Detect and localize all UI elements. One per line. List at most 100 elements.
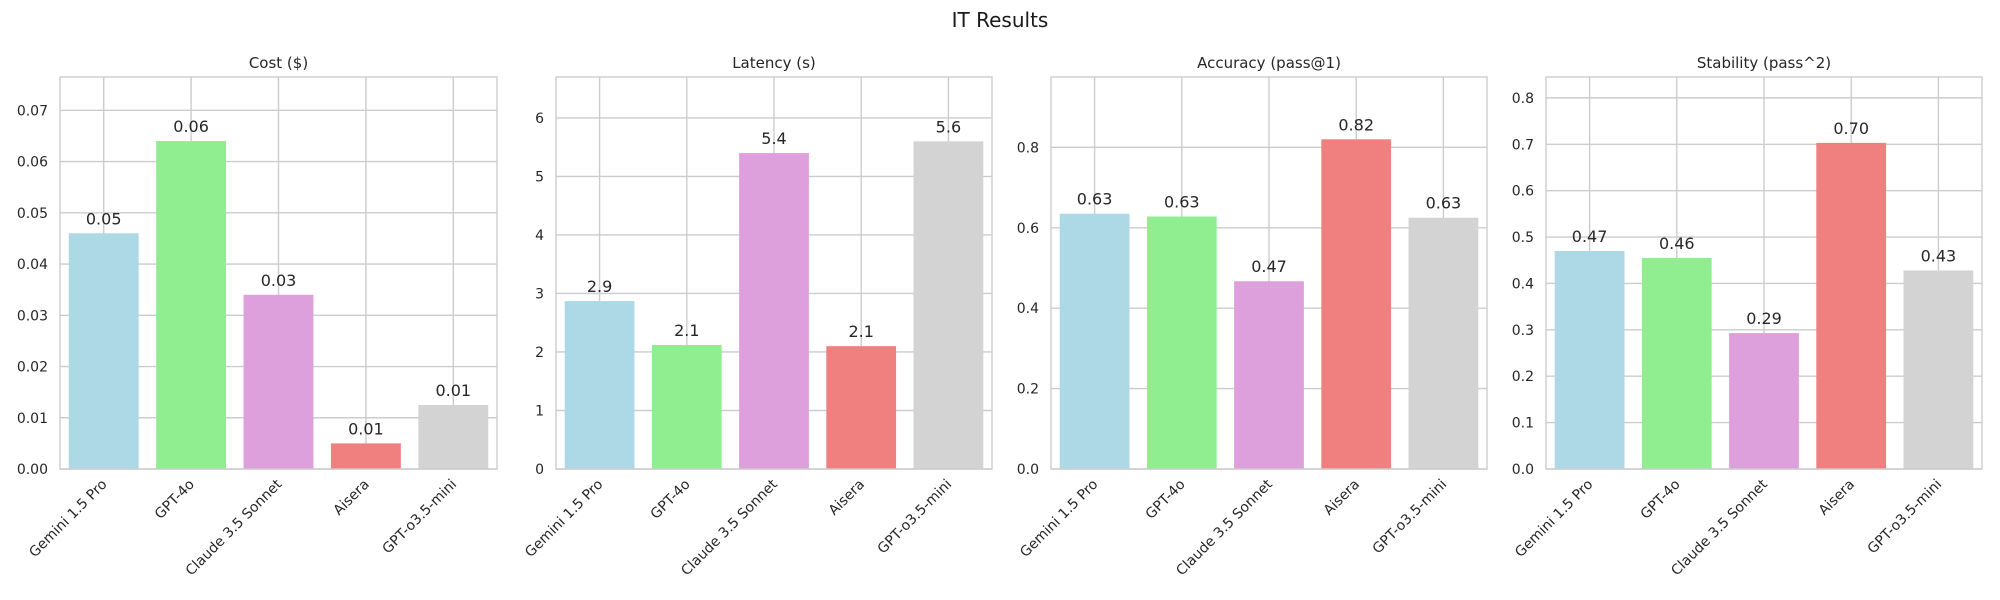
y-tick-label: 0.6 (1512, 184, 1534, 200)
bar-value-label: 0.63 (1077, 190, 1113, 209)
x-tick-label: GPT-o3.5-mini (379, 477, 460, 558)
panel-title: Cost ($) (249, 54, 308, 72)
bar (564, 301, 635, 469)
y-tick-label: 0.8 (1512, 91, 1534, 107)
y-tick-label: 0.04 (17, 257, 48, 273)
bar (1903, 270, 1974, 469)
x-tick-label: Gemini 1.5 Pro (1512, 477, 1596, 561)
chart-panel-1: 0.00 0.01 0.02 0.03 0.04 0.05 0.06 0.07 0.05 0.06… (17, 54, 498, 579)
axes-frame (1545, 76, 1983, 470)
y-tick-label: 0.0 (1017, 462, 1039, 478)
bar-value-label: 5.6 (936, 117, 961, 136)
y-tick-label: 0.06 (17, 155, 48, 171)
bar-value-label: 0.47 (1572, 227, 1608, 246)
y-tick-label: 0.0 (1512, 462, 1534, 478)
x-tick-label: Aisera (1816, 477, 1858, 519)
chart-panel-4: 0.0 0.1 0.2 0.3 0.4 0.5 0.6 0.7 0.8 0.47 0.46 0.29 0… (1512, 54, 1983, 579)
x-tick-label: Aisera (1321, 477, 1363, 519)
y-tick-label: 6 (535, 111, 544, 127)
bar-value-label: 0.70 (1833, 119, 1869, 138)
bar (68, 233, 139, 469)
bar-value-label: 0.01 (435, 381, 471, 400)
x-tick-label: Aisera (331, 477, 373, 519)
y-tick-label: 0.1 (1512, 416, 1534, 432)
axes-frame (59, 76, 498, 470)
bar-value-label: 0.01 (348, 419, 384, 438)
x-tick-label: Aisera (826, 477, 868, 519)
x-tick-label: GPT-o3.5-mini (1370, 477, 1451, 558)
y-tick-label: 0.6 (1017, 221, 1039, 237)
bar-value-label: 0.46 (1659, 234, 1695, 253)
x-tick-label: Claude 3.5 Sonnet (1668, 476, 1771, 579)
y-tick-label: 0.2 (1512, 369, 1534, 385)
chart-panel-2: 0 1 2 3 4 5 6 2.9 2.1 5.4 2.1 5.6 Latency (s) Gemini … (522, 54, 993, 579)
y-tick-label: 0.5 (1512, 230, 1534, 246)
bar-value-label: 2.1 (848, 322, 873, 341)
bar (1729, 333, 1799, 469)
y-tick-label: 0.02 (17, 360, 48, 376)
bar-value-label: 0.47 (1251, 257, 1287, 276)
x-tick-label: GPT-4o (152, 477, 198, 523)
y-tick-label: 5 (535, 169, 544, 185)
bar-value-label: 5.4 (761, 129, 786, 148)
bar (826, 346, 897, 469)
x-tick-label: Gemini 1.5 Pro (26, 477, 110, 561)
axes-frame (555, 76, 993, 470)
bar-value-label: 2.1 (674, 321, 699, 340)
x-tick-label: Claude 3.5 Sonnet (678, 476, 781, 579)
chart-panels: 0.000.010.020.030.040.050.060.070.050.06… (17, 54, 1983, 579)
bar (1146, 216, 1217, 469)
bar-value-label: 0.06 (173, 117, 209, 136)
y-tick-label: 3 (535, 286, 544, 302)
x-tick-label: Gemini 1.5 Pro (1017, 477, 1101, 561)
bar (418, 404, 489, 469)
bar-value-label: 2.9 (587, 277, 612, 296)
y-tick-label: 0.7 (1512, 137, 1534, 153)
panel-title: Latency (s) (732, 54, 816, 72)
bar (1816, 142, 1887, 469)
x-tick-label: GPT-o3.5-mini (875, 477, 956, 558)
panel-title: Stability (pass^2) (1697, 54, 1831, 72)
y-tick-label: 0.8 (1017, 140, 1039, 156)
bar (1408, 217, 1479, 469)
y-tick-label: 0.4 (1017, 301, 1039, 317)
bar-value-label: 0.03 (261, 271, 297, 290)
y-tick-label: 0.2 (1017, 382, 1039, 398)
bar (913, 141, 984, 469)
y-tick-label: 0.4 (1512, 276, 1534, 292)
y-tick-label: 2 (535, 345, 544, 361)
y-tick-label: 0.05 (17, 206, 48, 222)
bar-value-label: 0.43 (1921, 246, 1957, 265)
x-tick-label: Gemini 1.5 Pro (522, 477, 606, 561)
y-tick-label: 0.03 (17, 308, 48, 324)
bar (1059, 213, 1130, 469)
bar-value-label: 0.82 (1338, 115, 1374, 134)
bar (739, 153, 809, 470)
x-tick-label: GPT-4o (1143, 477, 1189, 523)
bar-value-label: 0.63 (1426, 194, 1462, 213)
x-tick-label: GPT-o3.5-mini (1865, 477, 1946, 558)
bar-value-label: 0.05 (86, 209, 122, 228)
y-tick-label: 1 (535, 403, 544, 419)
figure-title: IT Results (952, 8, 1049, 32)
x-tick-label: GPT-4o (1638, 477, 1684, 523)
x-tick-label: GPT-4o (648, 477, 694, 523)
bar (1234, 281, 1304, 469)
y-tick-label: 0.01 (17, 411, 48, 427)
y-tick-label: 4 (535, 228, 544, 244)
y-tick-label: 0.3 (1512, 323, 1534, 339)
axes-frame (1050, 76, 1488, 470)
bar (651, 344, 722, 469)
bar (243, 294, 314, 469)
bar (1321, 139, 1392, 470)
y-tick-label: 0.07 (17, 103, 48, 119)
y-tick-label: 0 (535, 462, 544, 478)
bar (1554, 250, 1625, 469)
bar (156, 141, 227, 469)
bar-value-label: 0.29 (1746, 309, 1782, 328)
chart-panel-3: 0.0 0.2 0.4 0.6 0.8 0.63 0.63 0.47 0.82 0.63 Accur… (1017, 54, 1488, 579)
panel-title: Accuracy (pass@1) (1197, 54, 1341, 72)
y-tick-label: 0.00 (17, 462, 48, 478)
